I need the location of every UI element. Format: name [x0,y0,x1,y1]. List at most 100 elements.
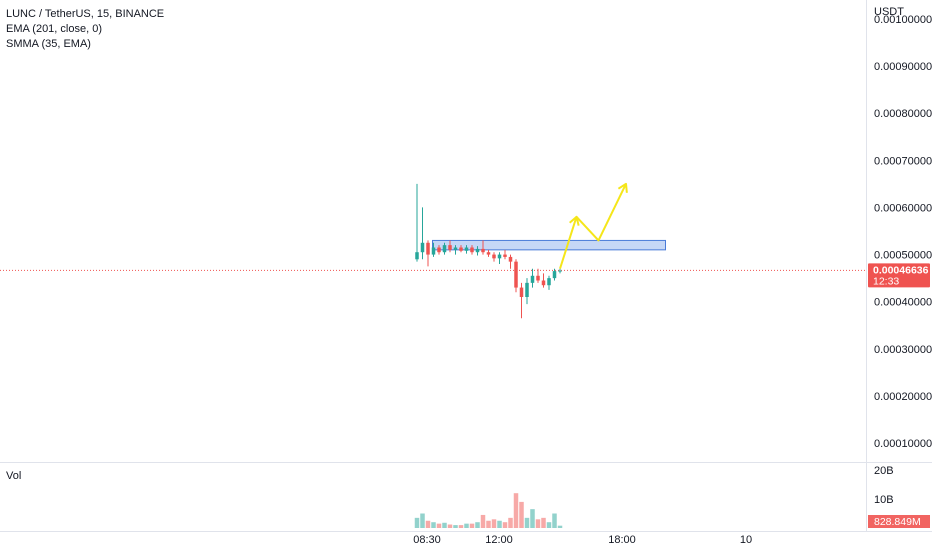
volume-pane-label[interactable]: Vol [6,470,22,482]
smma-indicator-label[interactable]: SMMA (35, EMA) [6,38,91,50]
x-tick-label: 18:00 [608,534,636,546]
y-tick-label: 0.00010000 [874,438,932,450]
axis-layer: 0.00010000 0.00020000 0.00030000 0.00040000… [413,6,932,546]
candle-body [530,275,535,283]
volume-bar [519,501,524,528]
volume-bar [420,513,425,528]
candle [420,207,425,260]
volume-bar [436,523,442,528]
ema-indicator-label[interactable]: EMA (201, close, 0) [6,23,102,35]
volume-bar [486,520,491,528]
candle-body [558,270,562,272]
y-tick-label: 0.00030000 [874,344,932,356]
candle [530,268,535,288]
candle [514,259,518,293]
candle [437,245,441,255]
volume-bar [497,520,502,528]
grid-layer [0,0,932,532]
projection-arrowhead [569,215,580,226]
volume-bar [502,522,508,528]
volume-bar [491,519,497,528]
candle-body [437,247,441,253]
candle-body [525,282,529,297]
volume-bar [458,525,464,528]
candle-body [459,247,463,251]
volume-bar [524,517,530,528]
candle-body [519,287,524,297]
y-tick-label: 0.00050000 [874,250,932,262]
volume-bar [557,525,563,528]
candle [486,249,491,257]
volume-bar [431,522,436,528]
volume-bar [447,524,453,528]
candle [492,252,496,262]
candle [525,278,529,305]
volume-bar [469,523,475,528]
candle-body [492,254,496,259]
volume-bar [508,517,513,528]
candle-body [415,252,419,260]
candle [547,275,551,290]
candle-body [552,271,557,279]
volume-tick-label: 10B [874,494,894,506]
candle [481,240,485,255]
volume-bar [546,522,552,528]
y-tick-label: 0.00080000 [874,108,932,120]
candle [459,245,463,253]
candle [497,252,502,264]
volume-layer [414,493,563,528]
volume-bar [530,509,535,528]
candle-body [514,261,518,288]
x-tick-label: 08:30 [413,534,441,546]
y-tick-label: 0.00040000 [874,297,932,309]
y-tick-label: 0.00020000 [874,391,932,403]
candle [541,273,546,288]
candle [415,183,419,262]
candle-body [481,248,485,253]
candle [426,240,430,267]
candle-body [486,252,491,255]
symbol-title[interactable]: LUNC / TetherUS, 15, BINANCE [6,8,165,20]
projection-arrowhead [617,182,628,193]
candle-body [431,247,436,255]
volume-bar [480,514,486,528]
candle [552,268,557,281]
candle-body [497,254,502,259]
candle [503,249,507,260]
candle-body [475,248,480,253]
volume-bar [541,517,546,528]
y-tick-label: 0.00100000 [874,14,932,26]
candle-body [453,247,458,250]
volume-bar [442,522,447,528]
candles-layer [415,183,562,319]
candle-body [464,247,469,251]
volume-bar [464,523,469,528]
x-tick-label: 10 [740,534,752,546]
candle [431,242,436,257]
candle [442,242,447,255]
volume-bar [475,522,480,528]
candle [536,268,540,283]
candle-body [536,275,540,281]
y-tick-label: 0.00070000 [874,155,932,167]
volume-bar [552,513,557,528]
projection-layer [559,182,628,270]
candle [470,245,474,255]
x-tick-label: 12:00 [485,534,513,546]
candle-body [547,278,551,286]
volume-last-tag [868,515,930,528]
volume-bar [513,493,519,528]
y-tick-label: 0.00090000 [874,61,932,73]
volume-last-value: 828.849M [874,516,921,528]
countdown-value: 12:33 [873,275,899,287]
supply-zone-layer [432,239,666,251]
last-price-tag [868,263,930,288]
candle [464,245,469,254]
candle [453,245,458,255]
candle-body [508,256,513,262]
candle [519,282,524,319]
volume-tick-label: 20B [874,465,894,477]
volume-bar [425,520,431,528]
y-tick-label: 0.00060000 [874,202,932,214]
